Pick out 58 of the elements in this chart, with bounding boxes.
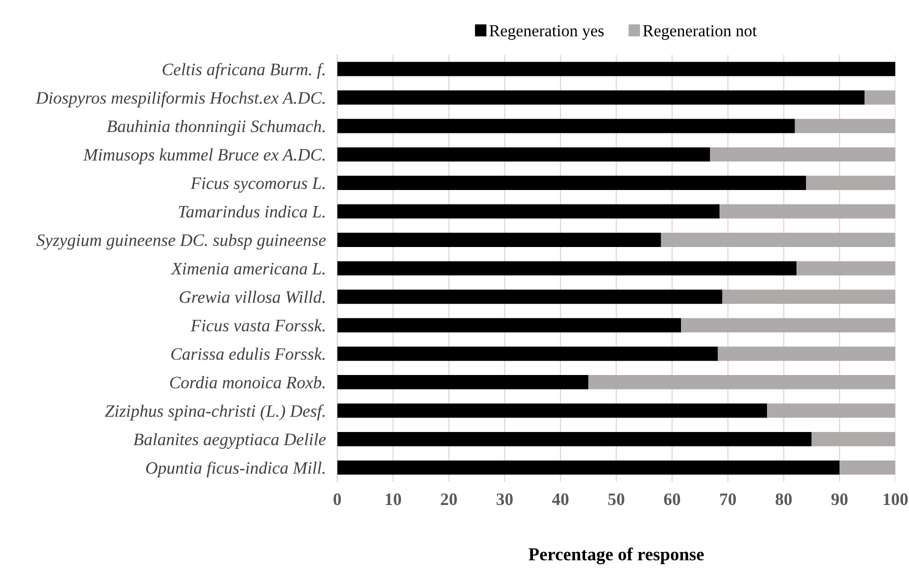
bar xyxy=(796,261,896,276)
bar xyxy=(337,147,710,162)
x-axis-title: Percentage of response xyxy=(528,548,704,564)
bar xyxy=(337,290,722,304)
x-tick-label: 50 xyxy=(608,493,624,506)
x-tick-label: 30 xyxy=(496,493,513,506)
bar xyxy=(337,404,767,418)
bar xyxy=(864,90,896,105)
y-tick-label: Diospyros mespiliformis Hochst.ex A.DC. xyxy=(36,91,325,108)
bar xyxy=(681,318,896,332)
bar xyxy=(337,62,896,76)
y-tick-label: Syzygium guineense DC. subsp guineense xyxy=(36,234,326,250)
y-tick-label: Ficus vasta Forssk. xyxy=(190,319,325,332)
x-tick-label: 60 xyxy=(664,493,680,506)
y-tick-label: Tamarindus indica L. xyxy=(178,205,325,218)
y-tick-label: Carissa edulis Forssk. xyxy=(171,348,325,360)
bar xyxy=(840,460,896,475)
bar xyxy=(337,432,812,446)
bar xyxy=(710,147,896,162)
y-tick-label: Celtis africana Burm. f. xyxy=(162,62,325,79)
bar xyxy=(588,375,896,390)
x-tick-label: 10 xyxy=(386,493,402,506)
bar xyxy=(337,176,806,190)
bar xyxy=(812,432,896,446)
bar xyxy=(337,232,661,247)
bar xyxy=(660,232,896,247)
x-tick-label: 90 xyxy=(831,493,848,506)
y-tick-label: Mimusops kummel Bruce ex A.DC. xyxy=(83,148,325,164)
bar xyxy=(766,404,896,418)
x-tick-label: 20 xyxy=(440,493,457,506)
y-tick-label: Bauhinia thonningii Schumach. xyxy=(106,120,325,136)
bar xyxy=(337,118,795,134)
y-tick-label: Ximenia americana L. xyxy=(170,262,325,275)
bar xyxy=(337,460,840,475)
x-tick-label: 100 xyxy=(884,493,908,506)
bar xyxy=(337,346,718,361)
y-tick-label: Cordia monoica Roxb. xyxy=(170,376,325,388)
bar xyxy=(337,90,865,105)
bar xyxy=(337,261,797,276)
bar xyxy=(337,204,720,218)
y-tick-label: Ziziphus spina-christi (L.) Desf. xyxy=(104,404,325,420)
x-tick-label: 80 xyxy=(776,493,792,506)
bar xyxy=(720,204,896,218)
bar xyxy=(337,318,682,332)
bar xyxy=(718,346,896,361)
legend-label: Regeneration yes xyxy=(490,25,604,40)
y-tick-label: Ficus sycomorus L. xyxy=(190,177,325,193)
x-tick-label: 70 xyxy=(720,493,736,506)
bar xyxy=(794,118,896,134)
y-tick-label: Grewia villosa Willd. xyxy=(180,290,325,304)
x-tick-label: 0 xyxy=(334,493,341,506)
legend-label: Regeneration not xyxy=(643,25,757,40)
bar xyxy=(722,290,896,304)
bar xyxy=(337,375,588,390)
y-tick-label: Opuntia ficus-indica Mill. xyxy=(146,461,325,478)
bar xyxy=(806,176,896,190)
x-tick-label: 40 xyxy=(552,493,569,506)
y-tick-label: Balanites aegyptiaca Delile xyxy=(133,433,326,449)
